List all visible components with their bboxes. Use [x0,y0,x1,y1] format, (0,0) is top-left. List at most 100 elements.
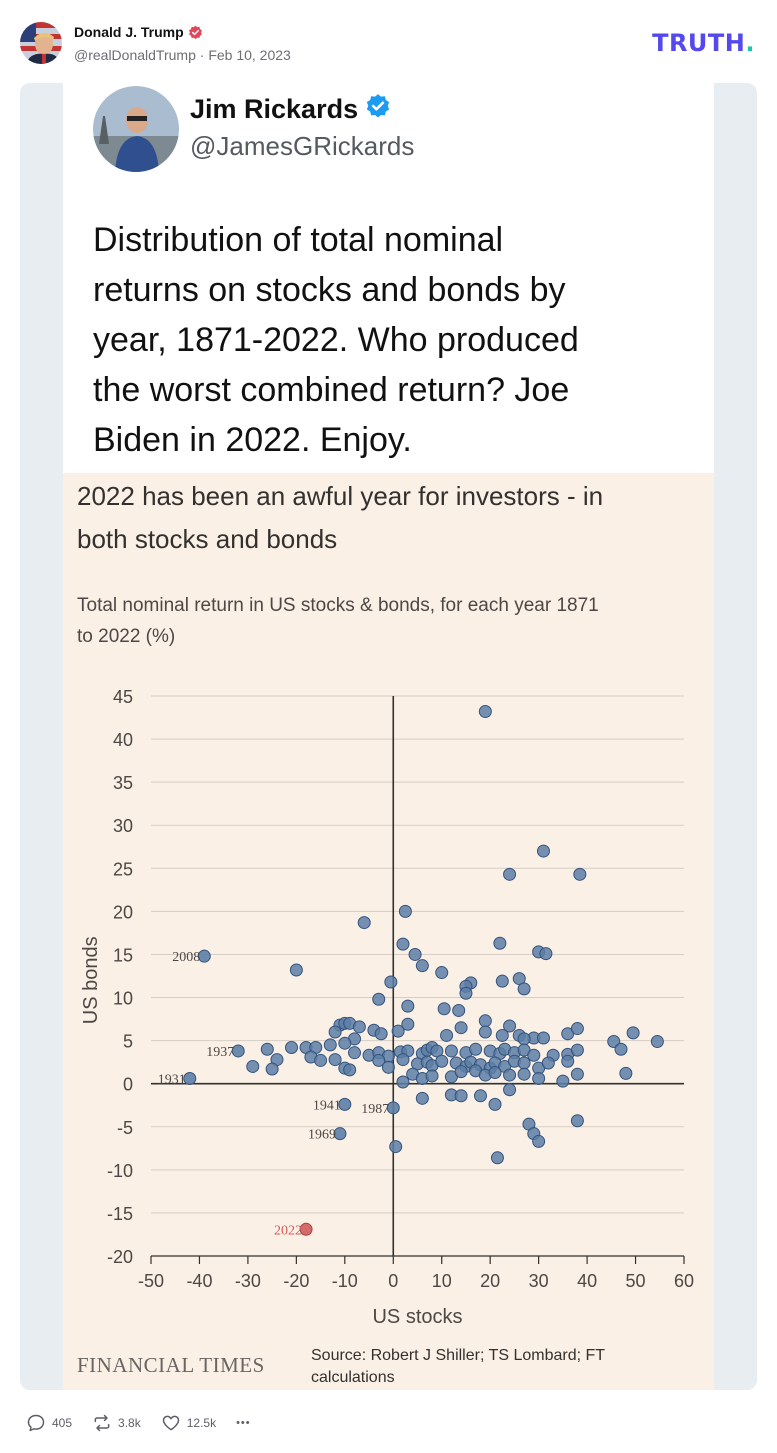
reply-count: 405 [52,1416,73,1430]
data-point [289,963,303,977]
tweet-text-line: Distribution of total nominal [93,221,504,259]
data-point [265,1062,279,1076]
point-label: 2022 [274,1223,302,1238]
point-label: 2008 [172,950,200,965]
data-point [396,1075,410,1089]
data-point [260,1042,274,1056]
data-point [503,1019,517,1033]
data-point [396,1053,410,1067]
tweet-text-line: the worst combined return? Joe [93,371,570,409]
data-point [541,1056,555,1070]
y-tick-label: -15 [107,1204,133,1224]
data-point [495,974,509,988]
x-tick-label: -10 [332,1271,358,1291]
x-tick-label: 50 [626,1271,646,1291]
reply-button[interactable]: 405 [26,1413,72,1433]
data-point [503,867,517,881]
data-point [517,1067,531,1081]
y-tick-label: 0 [123,1075,133,1095]
x-tick-label: 60 [674,1271,694,1291]
post-date[interactable]: Feb 10, 2023 [208,47,291,63]
data-point [517,982,531,996]
more-icon: ••• [236,1417,251,1429]
labeled-data-point [299,1222,313,1236]
y-tick-label: 40 [113,730,133,750]
data-point [488,1065,502,1079]
chart-headline: 2022 has been an awful year for investor… [77,475,697,561]
y-tick-label: 25 [113,859,133,879]
data-point [490,1151,504,1165]
x-tick-label: 20 [480,1271,500,1291]
data-point [437,1002,451,1016]
headline-line: both stocks and bonds [77,524,338,554]
tweet-author-handle: @JamesGRickards [190,131,415,161]
data-point [328,1025,342,1039]
labeled-data-point [333,1127,347,1141]
x-tick-label: -40 [186,1271,212,1291]
source-line: Source: Robert J Shiller; TS Lombard; FT [311,1347,606,1364]
data-point [532,1134,546,1148]
data-point [570,1043,584,1057]
data-point [328,1053,342,1067]
chart-subtitle: Total nominal return in US stocks & bond… [77,590,697,652]
verified-badge-icon [188,25,203,40]
data-point [372,992,386,1006]
more-options-button[interactable]: ••• [236,1417,251,1429]
data-point [314,1053,328,1067]
author-avatar[interactable] [20,22,62,64]
like-button[interactable]: 12.5k [161,1413,216,1433]
data-point [408,947,422,961]
x-axis-label: US stocks [372,1306,462,1328]
data-point [539,947,553,961]
data-point [398,904,412,918]
data-point [454,1089,468,1103]
data-point [536,1031,550,1045]
data-point [440,1028,454,1042]
data-point [323,1038,337,1052]
truth-logo-text: TRUTH [652,29,746,57]
point-label: 1969 [308,1128,336,1143]
labeled-data-point [338,1097,352,1111]
point-label: 1931 [158,1073,186,1088]
data-point [425,1069,439,1083]
post-media[interactable]: Jim Rickards @JamesGRickards Distributio… [20,83,757,1390]
heart-icon [161,1413,181,1433]
x-tick-label: -30 [235,1271,261,1291]
data-point [626,1026,640,1040]
y-tick-label: 10 [113,989,133,1009]
data-point [381,1060,395,1074]
y-tick-label: -5 [117,1118,133,1138]
data-point [285,1041,299,1055]
data-point [352,1020,366,1034]
data-point [619,1066,633,1080]
author-handle[interactable]: @realDonaldTrump [74,47,196,63]
tweet-author-name: Jim Rickards [190,93,391,126]
retruth-button[interactable]: 3.8k [92,1413,141,1433]
data-point [503,1083,517,1097]
data-point [348,1046,362,1060]
data-point [527,1048,541,1062]
financial-times-logo: FINANCIAL TIMES [77,1353,265,1377]
data-point [478,1014,492,1028]
truth-logo[interactable]: TRUTH. [652,29,755,57]
y-tick-label: 30 [113,816,133,836]
data-point [570,1067,584,1081]
y-tick-label: 35 [113,773,133,793]
data-point [488,1097,502,1111]
data-point [401,999,415,1013]
y-tick-label: 45 [113,687,133,707]
x-tick-label: -20 [283,1271,309,1291]
tweet-text-line: Biden in 2022. Enjoy. [93,421,412,459]
tweet-author-avatar [93,86,179,172]
retruth-icon [92,1413,112,1433]
data-point [536,844,550,858]
x-tick-label: 10 [432,1271,452,1291]
data-point [384,975,398,989]
data-point [503,1068,517,1082]
data-point [372,1053,386,1067]
data-point [512,972,526,986]
data-point [338,1036,352,1050]
author-name[interactable]: Donald J. Trump [74,24,203,40]
headline-line: 2022 has been an awful year for investor… [77,481,604,511]
